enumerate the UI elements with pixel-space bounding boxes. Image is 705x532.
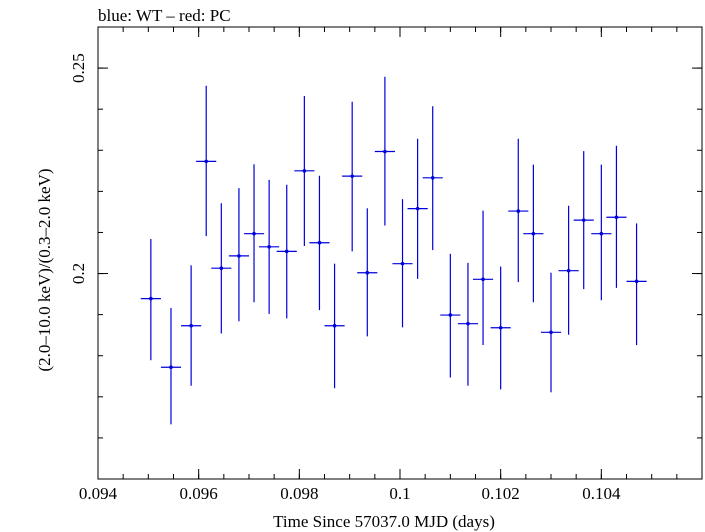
point-marker [614,215,619,220]
point-marker [383,149,387,154]
data-point [523,164,544,303]
point-marker [169,365,173,370]
chart-title: blue: WT – red: PC [98,6,231,25]
data-point [259,179,280,314]
data-point [626,223,647,346]
point-marker [267,245,271,249]
x-axis: 0.094 0.096 0.098 0.1 0.102 0.104 [79,27,703,503]
data-point [276,184,297,319]
data-point [407,138,428,279]
data-point [374,76,395,226]
point-marker [448,313,453,317]
point-marker [365,270,370,275]
point-marker [237,254,241,258]
point-marker [415,206,420,211]
data-point [294,96,315,247]
point-marker [332,323,337,328]
data-point [457,262,479,386]
point-marker [189,323,193,328]
data-point [181,265,202,386]
point-marker [599,231,604,236]
data-point [324,263,345,389]
y-tick-label: 0.2 [69,263,88,284]
point-marker [549,330,553,335]
point-marker [581,218,586,222]
data-point [422,106,443,251]
point-marker [284,249,289,254]
y-axis: 0.2 0.25 [69,26,702,480]
data-point [309,175,330,311]
y-axis-label: (2.0–10.0 keV)/(0.3–2.0 keV) [35,168,54,371]
data-point [392,199,413,328]
point-marker [466,321,470,326]
x-axis-label: Time Since 57037.0 MJD (days) [273,512,495,531]
data-point [196,85,217,237]
point-marker [430,176,435,180]
x-tick-label: 0.104 [582,484,621,503]
point-marker [219,266,224,271]
x-tick-label: 0.094 [79,484,118,503]
data-series [140,76,647,425]
data-point [591,164,612,301]
x-tick-label: 0.102 [482,484,520,503]
data-point [211,203,232,334]
data-point [490,266,511,390]
x-tick-label: 0.1 [389,484,410,503]
x-tick-label: 0.098 [280,484,318,503]
data-point [357,208,378,337]
data-point [573,151,594,290]
point-marker [350,174,354,178]
plot-frame [97,26,703,480]
point-marker [400,261,405,266]
data-point [472,210,494,346]
point-marker [498,325,503,330]
point-marker [317,240,322,245]
data-point [508,138,529,283]
data-point [558,205,579,335]
data-point [140,239,161,361]
point-marker [149,296,153,301]
data-point [606,145,627,288]
point-marker [566,268,571,273]
data-point [342,101,363,252]
data-point [440,253,461,378]
data-point [540,272,562,393]
y-tick-label: 0.25 [69,53,88,83]
point-marker [481,277,485,282]
data-point [243,164,265,303]
point-marker [302,169,307,173]
point-marker [252,231,256,236]
point-marker [516,209,521,213]
data-point [228,188,249,322]
data-point [160,308,182,425]
point-marker [634,279,639,284]
point-marker [204,159,209,164]
point-marker [531,231,536,236]
x-tick-label: 0.096 [180,484,218,503]
